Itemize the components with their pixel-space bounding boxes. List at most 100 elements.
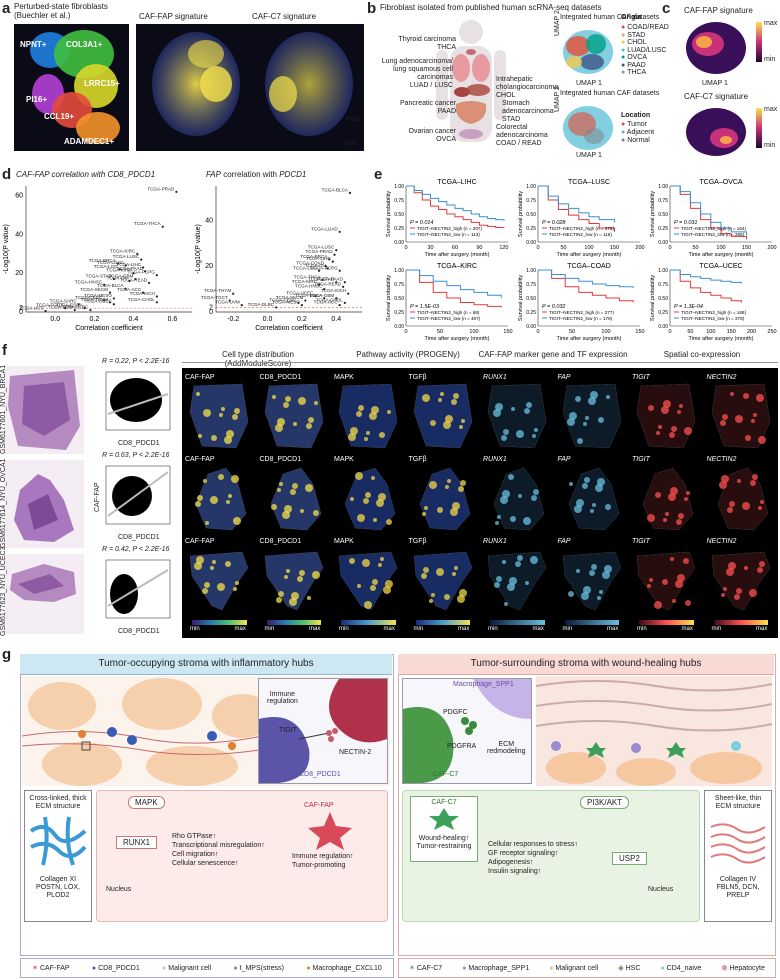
expression-hotspot [665, 512, 669, 516]
y-tick-label: 40 [15, 231, 23, 238]
expression-hotspot [568, 482, 573, 486]
x-tick-label: 0.0 [263, 316, 273, 323]
g-inset-immune: Immune regulation [267, 691, 298, 705]
legend-label: TIGIT–NECTIN2_high (n = 168) [681, 310, 746, 315]
expression-hotspot [196, 392, 200, 396]
expression-hotspot [518, 494, 522, 498]
expression-hotspot [284, 396, 291, 402]
b-umap-location [558, 98, 616, 156]
legend-label: TIGIT–NECTIN2_high (n = 277) [549, 310, 614, 315]
a-title-1: Perturbed-state fibroblasts (Buechler et… [14, 2, 108, 20]
circle-cell-icon: ● [660, 964, 665, 972]
b-legend-origin-item: ● PAAD [621, 61, 646, 69]
expression-hotspot [508, 474, 514, 480]
f-tile-label: CD8_PDCD1 [259, 374, 302, 381]
y-axis-label: -Log10(P value) [3, 224, 10, 274]
data-point-label: TCGA-LUSC [113, 254, 140, 259]
y-tick-label: 1.00 [658, 184, 668, 190]
legend-item: ● Macrophage_CXCL10 [306, 964, 382, 972]
data-point-label: TCGA-LIHC [116, 262, 141, 267]
expression-hotspot [649, 578, 653, 582]
g-left-runx1: RUNX1 [116, 836, 158, 849]
expression-hotspot [203, 409, 211, 417]
data-point-label: TCGA-CHOL [128, 297, 155, 302]
legend-label: TIGIT–NECTIN2_low (n = 378) [681, 316, 745, 321]
panel-letter-b: b [367, 0, 377, 17]
g-left-effects: Rho GTPase↑ Transcriptional misregulatio… [172, 833, 265, 867]
y-tick-label: 0.50 [658, 212, 668, 218]
data-point-label: TCGA-ACC [314, 300, 339, 305]
data-point-label: TCGA-OV [305, 263, 327, 268]
expression-hotspot [356, 411, 362, 417]
legend-dot-icon: ● [621, 121, 626, 128]
expression-hotspot [720, 475, 729, 483]
expression-hotspot [736, 479, 741, 483]
expression-hotspot [589, 509, 594, 513]
expression-hotspot [741, 502, 750, 510]
y-axis-label: Survival probability [518, 191, 524, 237]
a-title-3: CAF-C7 signature [252, 12, 317, 21]
f-colorscale-bar [192, 620, 247, 625]
f-scale-max: max [607, 626, 619, 632]
f-stat-1: R = 0.22, P < 2.2E-16 [102, 358, 170, 365]
circle-cell-icon: ● [233, 964, 238, 972]
a-scale-min: min [346, 140, 358, 147]
b-legend-location-item: ● Tumor [621, 121, 648, 128]
x-tick-label: 60 [452, 245, 458, 251]
data-point [297, 301, 300, 304]
f-tile-label: RUNX1 [483, 538, 507, 545]
y-tick-label: 0 [209, 309, 213, 316]
expression-hotspot [370, 585, 376, 591]
d-scatter-right: -0.2 0.0 0.2 0.4 02 20 40 Correlation coefficie… [195, 186, 362, 332]
expression-hotspot [582, 422, 587, 426]
km-curve [406, 269, 502, 298]
data-point [321, 278, 324, 282]
expression-hotspot [277, 591, 284, 597]
b-legend-location: ● Tumor ● Adjacent ● Normal [621, 121, 654, 145]
expression-hotspot [515, 561, 521, 567]
expression-hotspot [355, 472, 363, 480]
g-inset-tigit: TIGIT [279, 727, 297, 734]
expression-hotspot [748, 589, 757, 597]
expression-hotspot [575, 499, 584, 507]
data-point-label: TCGA-READ [314, 281, 342, 286]
expression-hotspot [589, 391, 598, 399]
expression-hotspot [726, 507, 733, 513]
f-tile-svg [642, 467, 694, 531]
f-scale-max: max [234, 626, 246, 632]
star-cell-icon: ✶ [32, 965, 39, 972]
g-inset-mac: Macrophage_SPP1 [453, 681, 514, 688]
expression-hotspot [648, 405, 654, 411]
legend-label: TIGIT–NECTIN2_high (n = 164) [681, 226, 746, 231]
g-right-inset-svg [403, 679, 531, 783]
x-tick-label: 0.2 [89, 316, 99, 323]
f-spatial-tile: TIGIT [629, 372, 704, 454]
c-scale-bar-2 [756, 108, 762, 148]
f-tile-svg [717, 467, 768, 531]
expression-hotspot [362, 559, 370, 567]
expression-hotspot [670, 557, 674, 561]
g-inset-pdgfc: PDGFC [443, 709, 468, 716]
y-tick-label: 1.00 [394, 184, 404, 190]
expression-hotspot [304, 484, 313, 492]
f-colorscale-bar [415, 620, 470, 625]
legend-item: ⬢ Hepatocyte [721, 965, 765, 972]
data-point [128, 279, 131, 283]
data-point [331, 260, 334, 263]
km-title: TCGA–LUSC [568, 179, 610, 186]
expression-hotspot [735, 588, 742, 594]
data-point [147, 281, 151, 285]
f-header-2: Pathway activity (PROGENy) [356, 350, 460, 359]
expression-hotspot [350, 497, 354, 501]
data-point [335, 297, 338, 300]
f-he-2 [4, 460, 84, 548]
f-tile-label: FAP [557, 538, 571, 545]
f-scale-min: min [339, 626, 349, 632]
data-point-label: TCGA-THYM [204, 288, 231, 293]
data-point-label: TCGA-GBM [309, 293, 334, 298]
expression-hotspot [743, 566, 748, 570]
data-point [155, 295, 158, 298]
x-tick-label: 0 [404, 245, 407, 251]
expression-hotspot [647, 514, 655, 522]
g-right-nucleus: Nucleus [648, 886, 674, 893]
